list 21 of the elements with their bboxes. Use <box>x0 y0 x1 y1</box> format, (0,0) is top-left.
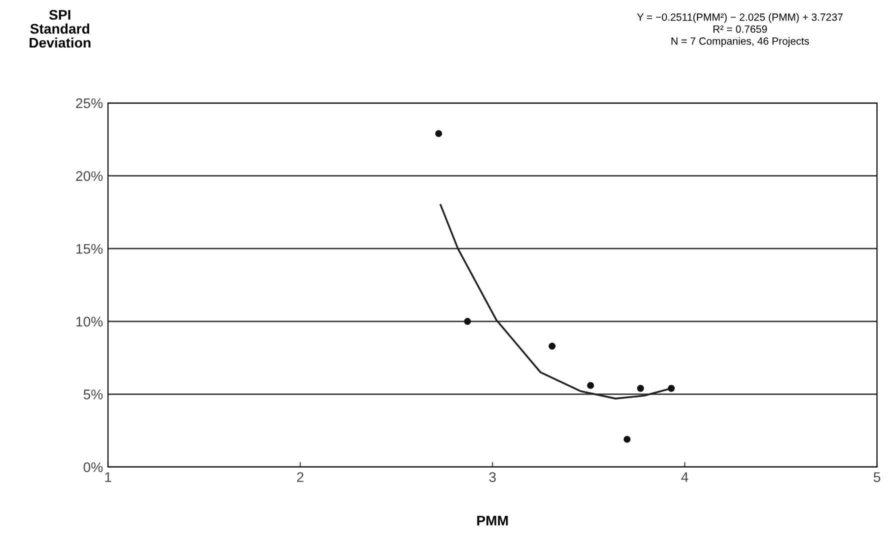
x-axis-title: PMM <box>477 516 508 526</box>
y-tick-label: 10% <box>76 316 103 327</box>
x-tick-label: 2 <box>297 472 304 482</box>
x-tick-label: 5 <box>874 472 880 482</box>
point <box>668 384 675 392</box>
y-tick-label: 15% <box>76 244 103 254</box>
x-tick-label: 3 <box>489 472 496 482</box>
y-tick-label: 5% <box>84 390 103 400</box>
point <box>464 318 471 325</box>
point <box>587 382 594 389</box>
text: Y = −0.2511(PMM²) − 2.025 (PMM) + 3.7237 R² = 0.7659 N = 7 Companies, 46 Projects <box>637 13 843 47</box>
x-tick-label: 4 <box>681 472 688 482</box>
y-tick-label: 20% <box>76 171 103 181</box>
y-tick-label: 25% <box>76 98 103 108</box>
point <box>637 384 644 392</box>
x-tick-label: 1 <box>105 472 112 482</box>
point <box>624 436 631 443</box>
point <box>548 342 556 350</box>
point <box>435 130 442 138</box>
y-axis-title: SPI Standard Deviation <box>30 10 90 48</box>
y-tick-label: 0% <box>84 462 103 472</box>
